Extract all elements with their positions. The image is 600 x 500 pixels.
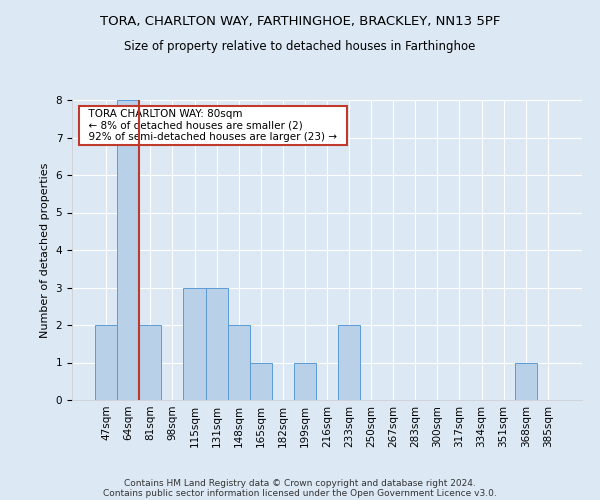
Y-axis label: Number of detached properties: Number of detached properties: [40, 162, 50, 338]
Text: Contains HM Land Registry data © Crown copyright and database right 2024.: Contains HM Land Registry data © Crown c…: [124, 478, 476, 488]
Bar: [206, 288, 227, 400]
Bar: [184, 288, 206, 400]
Bar: [338, 325, 360, 400]
Bar: [117, 100, 139, 400]
Bar: [227, 325, 250, 400]
Text: TORA CHARLTON WAY: 80sqm  
  ← 8% of detached houses are smaller (2)  
  92% of : TORA CHARLTON WAY: 80sqm ← 8% of detache…: [82, 109, 344, 142]
Bar: [515, 362, 537, 400]
Text: Contains public sector information licensed under the Open Government Licence v3: Contains public sector information licen…: [103, 488, 497, 498]
Bar: [250, 362, 272, 400]
Text: Size of property relative to detached houses in Farthinghoe: Size of property relative to detached ho…: [124, 40, 476, 53]
Bar: [139, 325, 161, 400]
Bar: [95, 325, 117, 400]
Bar: [294, 362, 316, 400]
Text: TORA, CHARLTON WAY, FARTHINGHOE, BRACKLEY, NN13 5PF: TORA, CHARLTON WAY, FARTHINGHOE, BRACKLE…: [100, 15, 500, 28]
